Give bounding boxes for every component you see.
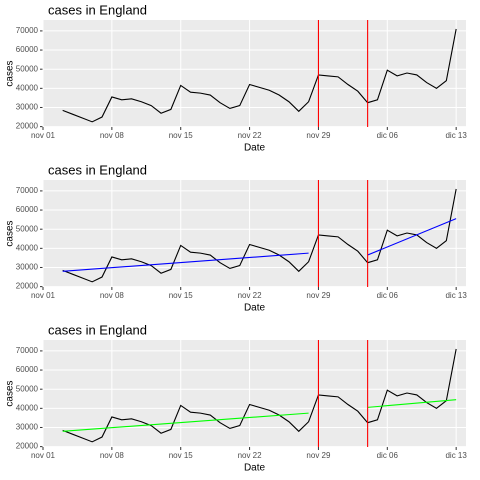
x-tick-label: dic 06 (377, 131, 399, 140)
y-tick-label: 50000 (16, 384, 39, 393)
y-tick-label: 60000 (16, 205, 39, 214)
x-tick-label: nov 15 (169, 131, 194, 140)
x-tick-label: nov 08 (100, 451, 125, 460)
plot-background (43, 180, 466, 287)
y-tick-label: 30000 (16, 423, 39, 432)
x-axis-label: Date (244, 463, 266, 474)
x-tick-label: nov 22 (238, 131, 263, 140)
y-tick-label: 70000 (16, 346, 39, 355)
trend-line (62, 412, 309, 432)
panel: cases in England Date cases 20000 30000 40000… (5, 322, 468, 473)
plot-background (43, 20, 466, 127)
data-line (62, 348, 457, 443)
x-tick-label: dic 13 (445, 291, 467, 300)
y-tick-label: 70000 (16, 26, 39, 35)
chart-title: cases in England (48, 162, 147, 177)
y-axis-label: cases (5, 60, 16, 86)
x-axis-label: Date (244, 303, 266, 314)
y-axis-label: cases (5, 380, 16, 406)
x-tick-label: nov 29 (306, 131, 331, 140)
x-tick-label: nov 22 (238, 451, 263, 460)
y-tick-label: 50000 (16, 224, 39, 233)
plot-background (43, 340, 466, 447)
y-tick-label: 50000 (16, 64, 39, 73)
x-tick-label: nov 29 (306, 291, 331, 300)
x-axis-label: Date (244, 143, 266, 154)
y-tick-label: 20000 (16, 122, 39, 131)
panel: cases in England Date cases 20000 30000 40000… (5, 2, 468, 153)
x-tick-label: dic 13 (445, 451, 467, 460)
trend-line (367, 218, 457, 256)
y-tick-label: 20000 (16, 282, 39, 291)
x-tick-label: nov 15 (169, 451, 194, 460)
x-tick-label: nov 01 (31, 451, 56, 460)
panel: cases in England Date cases 20000 30000 40000… (5, 162, 468, 313)
trend-line (367, 399, 457, 408)
x-tick-label: nov 01 (31, 291, 56, 300)
x-tick-label: nov 29 (306, 451, 331, 460)
y-tick-label: 40000 (16, 243, 39, 252)
x-tick-label: nov 08 (100, 291, 125, 300)
x-tick-label: nov 15 (169, 291, 194, 300)
x-tick-label: dic 13 (445, 131, 467, 140)
x-tick-label: nov 22 (238, 291, 263, 300)
x-tick-label: dic 06 (377, 451, 399, 460)
y-tick-label: 70000 (16, 186, 39, 195)
y-axis-label: cases (5, 220, 16, 246)
trend-line (62, 252, 309, 272)
y-tick-label: 20000 (16, 442, 39, 451)
x-tick-label: nov 01 (31, 131, 56, 140)
y-tick-label: 30000 (16, 263, 39, 272)
x-tick-label: dic 06 (377, 291, 399, 300)
data-line (62, 188, 457, 283)
x-tick-label: nov 08 (100, 131, 125, 140)
chart-title: cases in England (48, 2, 147, 17)
y-tick-label: 60000 (16, 45, 39, 54)
y-tick-label: 30000 (16, 103, 39, 112)
y-tick-label: 40000 (16, 403, 39, 412)
data-line (62, 28, 457, 123)
y-tick-label: 40000 (16, 83, 39, 92)
y-tick-label: 60000 (16, 365, 39, 374)
chart-title: cases in England (48, 322, 147, 337)
